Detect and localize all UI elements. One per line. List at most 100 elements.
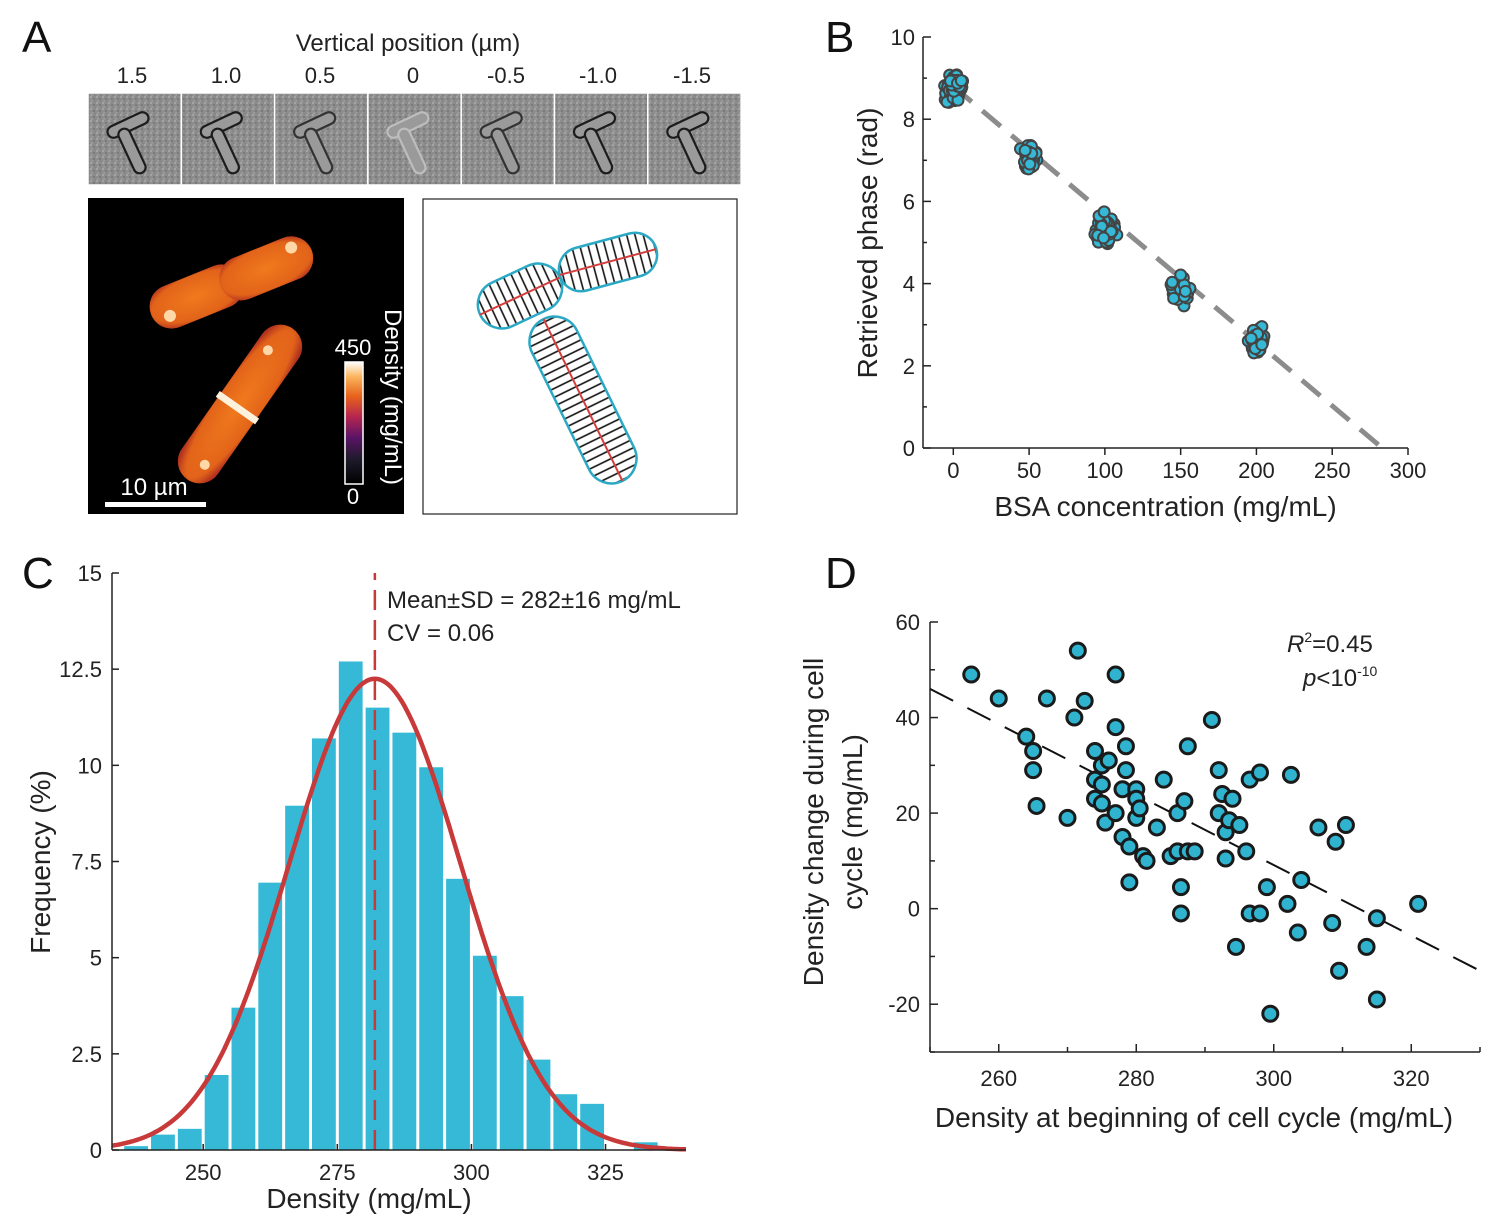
histogram-bar [285, 805, 309, 1150]
y-tick-label: 4 [903, 272, 915, 297]
p-value-annotation: p<10-10 [1302, 663, 1378, 692]
strip-frame [553, 92, 649, 186]
histogram-bar [580, 1103, 605, 1150]
position-labels: 1.5 1.0 0.5 0 -0.5 -1.0 -1.5 [117, 63, 711, 88]
cell-outline [479, 111, 523, 139]
density-map-image: 450 0 Density (mg/mL) 10 µm [88, 198, 406, 514]
data-point [1278, 894, 1297, 913]
position-label: 1.0 [211, 63, 242, 88]
histogram-bar [124, 1146, 149, 1150]
gaussian-fit-curve [111, 676, 686, 1152]
data-point [1171, 904, 1190, 923]
data-point [1281, 765, 1300, 784]
x-tick-label: 200 [1238, 458, 1275, 483]
cell-outline-shape [106, 111, 150, 139]
p-superscript: -10 [1357, 663, 1377, 679]
histogram-bar [177, 1128, 202, 1150]
strip-title: Vertical position (µm) [296, 30, 521, 57]
data-point [1175, 792, 1194, 811]
fit-line [929, 687, 1481, 972]
x-tick-label: 0 [947, 458, 959, 483]
y-tick-label: -20 [888, 992, 920, 1017]
y-tick-label: 15 [78, 561, 102, 586]
data-point [1147, 818, 1166, 837]
colorbar-max-label: 450 [335, 335, 372, 360]
histogram-bar [204, 1074, 229, 1150]
data-point [1058, 808, 1077, 827]
data-point [1116, 737, 1135, 756]
cell-outline [117, 127, 147, 175]
x-tick-label: 50 [1017, 458, 1041, 483]
y-tick-label: 40 [896, 706, 920, 731]
cell-outline [386, 111, 430, 139]
cell-outline-shape [117, 127, 147, 175]
r-value: =0.45 [1312, 631, 1373, 658]
fit-line [951, 84, 1384, 450]
x-tick-label: 300 [453, 1160, 490, 1185]
position-label: 0 [407, 63, 419, 88]
cell-outline [677, 127, 707, 175]
cell-outline-shape [292, 111, 337, 139]
panel-letter-b: B [825, 13, 854, 62]
data-point [1323, 914, 1342, 932]
data-point [1251, 763, 1269, 782]
chart-c: 250 275 300 325 0 2.5 5 7.5 10 12.5 15 Density (mg/… [25, 561, 686, 1214]
data-point [954, 74, 968, 88]
colorbar-label: Density (mg/mL) [379, 309, 406, 485]
data-point [1261, 1004, 1280, 1023]
y-tick-label: 2 [903, 354, 915, 379]
mean-annotation: Mean±SD = 282±16 mg/mL [387, 587, 681, 614]
y-tick-label: 2.5 [71, 1042, 102, 1067]
y-tick-label: 6 [903, 189, 915, 214]
x-tick-label: 300 [1390, 458, 1427, 483]
data-point [1116, 761, 1135, 780]
histogram-bar [419, 767, 444, 1150]
y-tick-label: 20 [896, 801, 920, 826]
cell-outline-shape [303, 127, 334, 175]
x-tick-label: 300 [1255, 1066, 1292, 1091]
data-point [1027, 796, 1046, 815]
cell-outline-shape [666, 111, 710, 139]
data-point [1120, 837, 1139, 856]
cell-outline [303, 127, 334, 175]
x-axis-label: BSA concentration (mg/mL) [994, 491, 1336, 522]
panel-letter-d: D [825, 549, 857, 598]
data-point [1106, 665, 1125, 684]
cell-outline-shape [479, 111, 523, 139]
x-tick-label: 275 [319, 1160, 356, 1185]
data-point [1097, 231, 1111, 245]
strip-frame [273, 92, 369, 186]
data-point [1154, 770, 1173, 789]
cell-outline [210, 127, 241, 175]
data-point [1357, 937, 1376, 956]
x-tick-label: 280 [1118, 1066, 1155, 1091]
x-tick-label: 100 [1087, 458, 1124, 483]
cell-outline [199, 111, 243, 139]
x-tick-label: 250 [185, 1160, 222, 1185]
cell-outline-shape [210, 127, 241, 175]
scale-bar-label: 10 µm [120, 474, 187, 501]
cv-annotation: CV = 0.06 [387, 620, 494, 647]
data-point [1130, 799, 1149, 818]
position-label: 0.5 [305, 63, 336, 88]
cell-outline-shape [397, 127, 427, 175]
position-label: -1.5 [673, 63, 711, 88]
chart-b: 0 50 100 150 200 250 300 0 2 4 6 8 10 BSA concentrati… [852, 25, 1426, 522]
cell-outline [572, 111, 617, 139]
strip-frame [647, 92, 742, 186]
brightfield-image-strip [87, 92, 742, 186]
p-text: <10 [1316, 665, 1357, 692]
y-axis-label-line2: cycle (mg/mL) [837, 734, 868, 910]
data-point [1336, 816, 1355, 835]
data-point [1237, 842, 1256, 861]
data-point [1326, 832, 1345, 851]
data-point [1092, 775, 1111, 794]
data-point [1167, 291, 1181, 305]
data-point [1202, 710, 1221, 729]
scale-bar [105, 502, 206, 507]
cell-outline-shape [572, 111, 617, 139]
cell-outline-shape [199, 111, 243, 139]
y-tick-label: 0 [903, 436, 915, 461]
cell-segmentation-image [422, 198, 738, 515]
